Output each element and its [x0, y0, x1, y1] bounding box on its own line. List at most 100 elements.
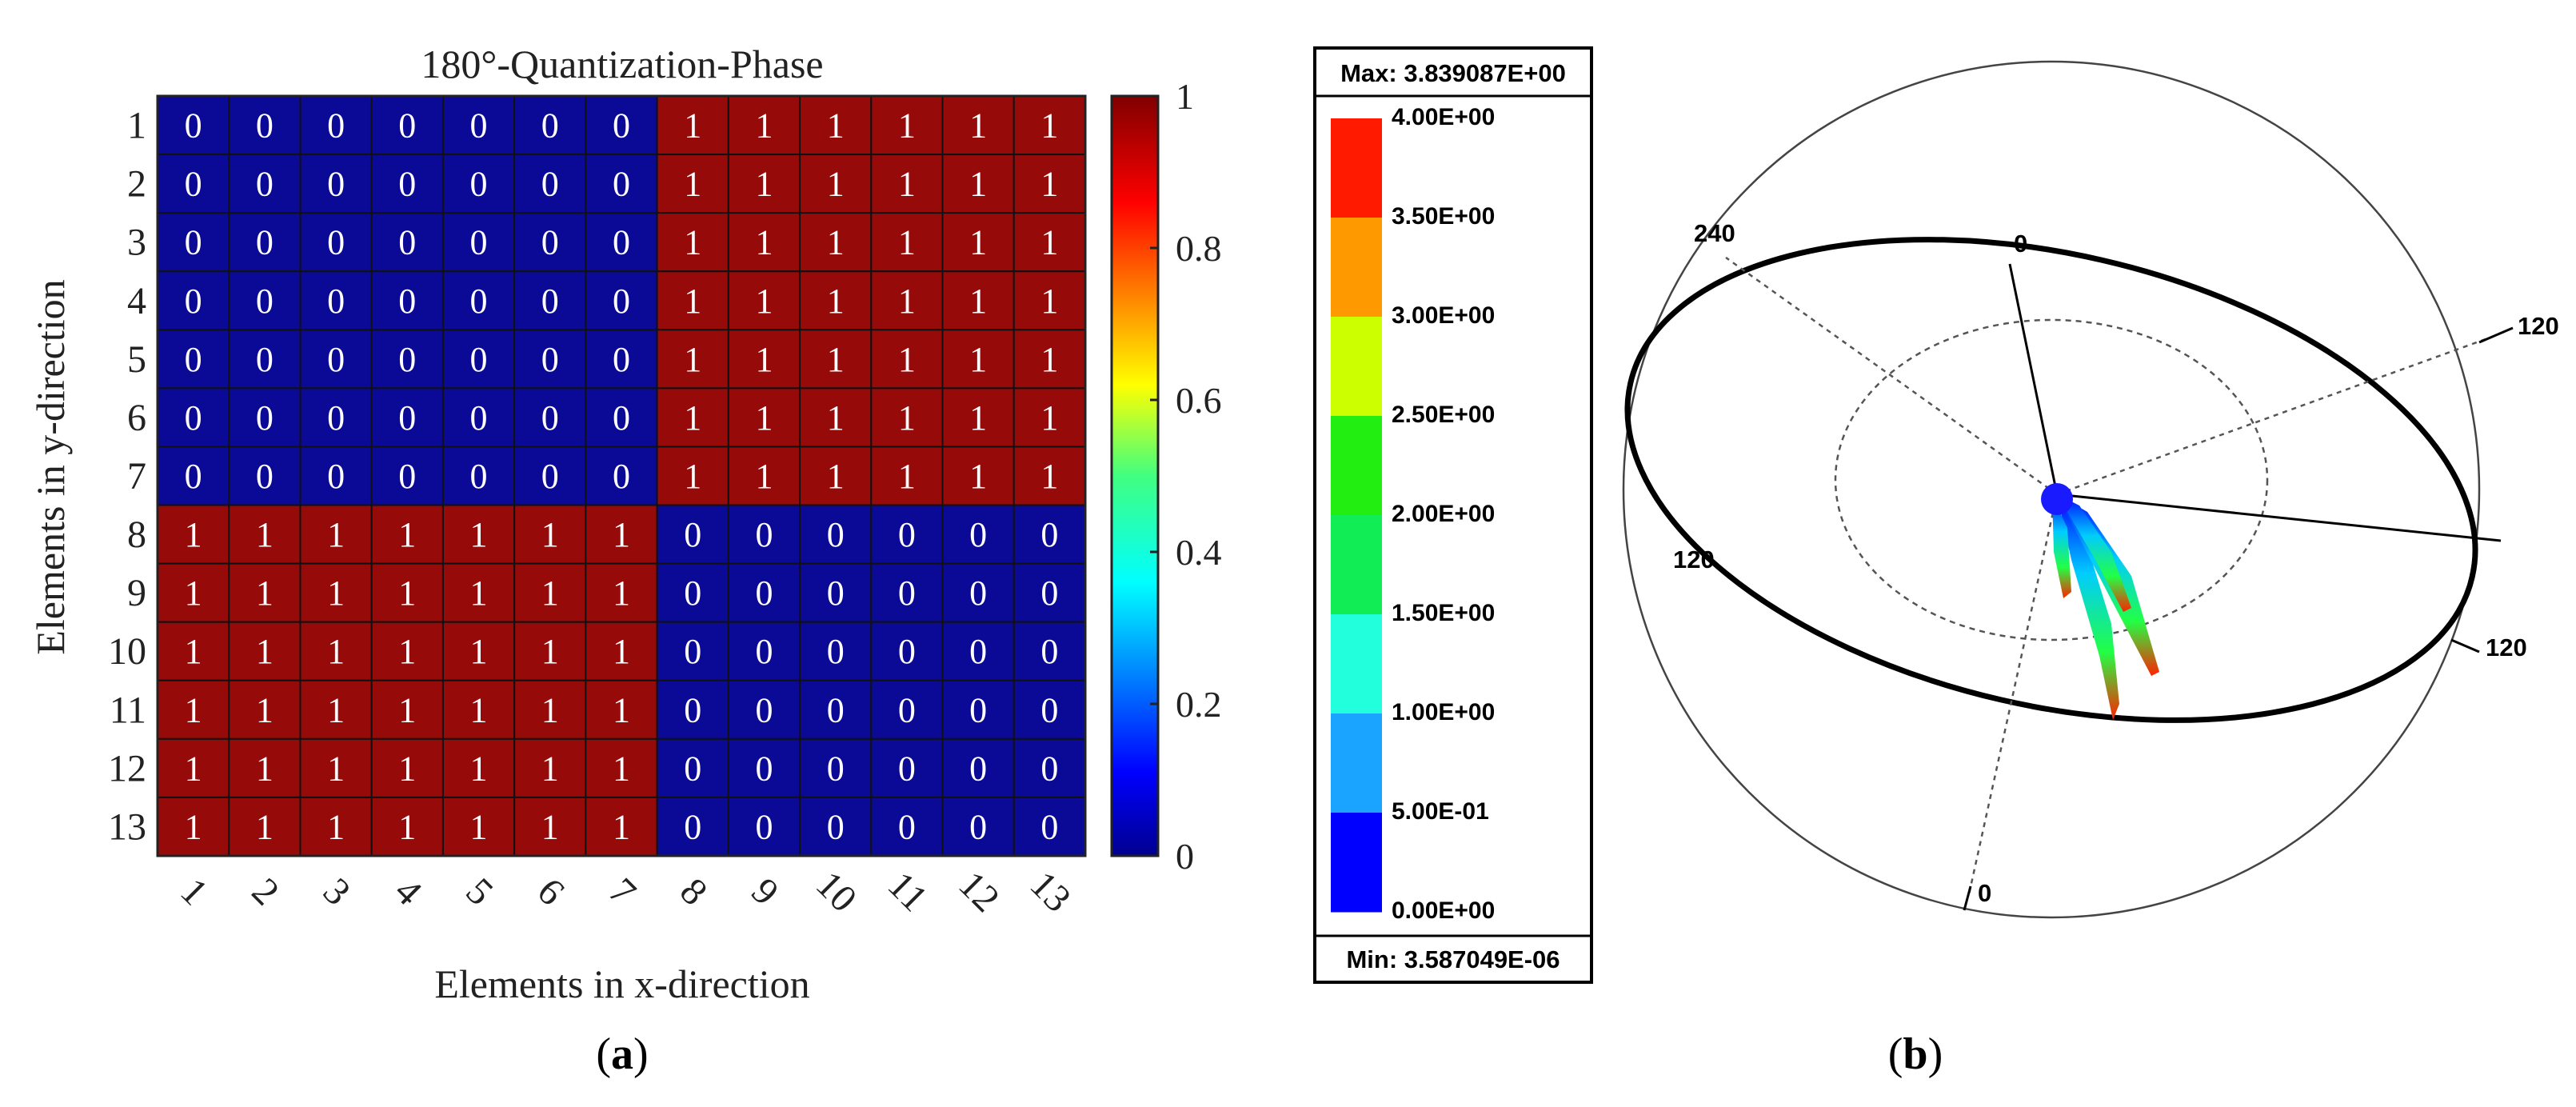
- heatmap-cell-label: 0: [256, 282, 274, 321]
- heatmap-cell: [299, 212, 373, 273]
- heatmap-cell-label: 1: [827, 282, 845, 321]
- heatmap-cell-label: 0: [613, 106, 630, 146]
- x-tick-label: 9: [743, 870, 786, 913]
- heatmap-cell: [727, 446, 801, 506]
- heatmap-cell-label: 1: [398, 632, 416, 671]
- heatmap-cell-label: 0: [898, 749, 916, 788]
- heatmap-cell-label: 0: [398, 282, 416, 321]
- axis-line-up: [2008, 263, 2059, 495]
- heatmap-cell-label: 0: [827, 807, 845, 846]
- heatmap-cell: [870, 387, 944, 448]
- value-legend: Max: 3.839087E+00 Min: 3.587049E-06 4.00…: [1313, 46, 1593, 984]
- heatmap-cell-label: 1: [185, 573, 202, 613]
- outer-sphere: [1622, 60, 2481, 919]
- heatmap-cell-label: 0: [684, 515, 701, 554]
- y-axis-label: Elements in y-direction: [28, 279, 73, 654]
- x-tick-labels: 1 2 3 4 5 6 7 8 9 10 11 12 13: [172, 863, 1079, 920]
- heatmap-cell-label: 1: [256, 807, 274, 846]
- heatmap-cell-label: 0: [827, 690, 845, 729]
- heatmap-cell: [941, 504, 1015, 565]
- heatmap-cell-label: 1: [470, 573, 488, 613]
- heatmap-cell-label: 1: [541, 807, 559, 846]
- legend-level-label: 5.00E-01: [1392, 798, 1489, 825]
- heatmap-cell-label: 0: [185, 282, 202, 321]
- heatmap-cell-label: 0: [969, 807, 987, 846]
- heatmap-cell: [513, 562, 587, 623]
- legend-level-label: 3.00E+00: [1392, 302, 1495, 329]
- heatmap-cell-label: 1: [613, 573, 630, 613]
- heatmap-cell-label: 1: [185, 515, 202, 554]
- heatmap-cell: [228, 621, 302, 681]
- heatmap-frame: [156, 94, 1087, 857]
- heatmap-cell: [441, 387, 516, 448]
- heatmap-cell-label: 0: [541, 223, 559, 262]
- heatmap-cell-label: 1: [1040, 165, 1058, 204]
- heatmap-cell-label: 1: [327, 573, 345, 613]
- heatmap-cell-label: 1: [684, 457, 701, 496]
- legend-band: [1331, 614, 1382, 714]
- heatmap-cell-label: 1: [470, 632, 488, 671]
- heatmap-cell-label: 1: [684, 398, 701, 438]
- heatmap-cell-label: 0: [398, 106, 416, 146]
- heatmap-cell-label: 0: [256, 223, 274, 262]
- legend-min-label: Min: 3.587049E-06: [1346, 945, 1560, 973]
- heatmap-cell-label: 1: [969, 223, 987, 262]
- x-tick-label: 12: [951, 863, 1008, 920]
- legend-level-label: 2.00E+00: [1392, 501, 1495, 527]
- heatmap-cell-label: 1: [541, 690, 559, 729]
- tick-mark-120-right: [2478, 326, 2514, 344]
- legend-level-label: 1.50E+00: [1392, 600, 1495, 626]
- y-tick-label: 8: [127, 514, 146, 556]
- legend-max-label: Max: 3.839087E+00: [1340, 59, 1566, 87]
- heatmap-cell: [157, 446, 230, 506]
- heatmap-cell-label: 1: [541, 749, 559, 788]
- heatmap-cell-label: 0: [898, 807, 916, 846]
- heatmap-cell: [370, 679, 444, 740]
- x-tick-label: 7: [601, 870, 644, 913]
- heatmap-cell-label: 0: [755, 749, 773, 788]
- inner-dashed-ring: [1834, 318, 2269, 641]
- heatmap-cell-label: 0: [327, 340, 345, 379]
- heatmap-cell-label: 1: [684, 223, 701, 262]
- heatmap-cell-label: 1: [755, 340, 773, 379]
- heatmap-cell: [656, 562, 729, 623]
- heatmap-cell: [870, 270, 944, 331]
- heatmap-cell-label: 0: [1040, 632, 1058, 671]
- heatmap-cell-label: 0: [613, 398, 630, 438]
- heatmap-cell-label: 0: [898, 515, 916, 554]
- heatmap-cell: [799, 621, 873, 681]
- heatmap-cell: [441, 212, 516, 273]
- main-beam-lobe: [2057, 494, 2119, 720]
- heatmap-cell-label: 1: [185, 749, 202, 788]
- heatmap-cell-label: 1: [1040, 398, 1058, 438]
- heatmap-cell: [1012, 737, 1087, 798]
- legend-level-labels: 4.00E+00 3.50E+00 3.00E+00 2.50E+00 2.00E+00…: [1392, 104, 1495, 924]
- heatmap-cell: [941, 270, 1015, 331]
- heatmap-cell-label: 0: [684, 573, 701, 613]
- heatmap-cell-label: 0: [684, 632, 701, 671]
- heatmap-cell-label: 0: [256, 398, 274, 438]
- heatmap-cell-label: 1: [327, 632, 345, 671]
- heatmap-cell-label: 1: [1040, 457, 1058, 496]
- heatmap-cell-label: 0: [185, 165, 202, 204]
- heatmap-cell-label: 0: [398, 398, 416, 438]
- legend-level-label: 1.00E+00: [1392, 699, 1495, 725]
- heatmap-cell-label: 1: [327, 690, 345, 729]
- heatmap-cell: [513, 154, 587, 214]
- heatmap-cell: [228, 212, 302, 273]
- heatmap-cell-label: 0: [185, 223, 202, 262]
- heatmap-cell-label: 0: [541, 457, 559, 496]
- heatmap-cell-label: 0: [256, 457, 274, 496]
- heatmap-cell-label: 0: [541, 340, 559, 379]
- y-tick-label: 7: [127, 455, 146, 498]
- heatmap-cell-label: 1: [541, 573, 559, 613]
- heatmap-cell-label: 0: [256, 106, 274, 146]
- heatmap-cell-label: 0: [684, 749, 701, 788]
- heatmap-cell: [870, 212, 944, 273]
- heatmap-cell-label: 1: [684, 165, 701, 204]
- sphere-label-240: 240: [1694, 219, 1735, 247]
- heatmap-cell: [228, 95, 302, 156]
- heatmap-cell-label: 1: [969, 106, 987, 146]
- heatmap-cell: [585, 270, 658, 331]
- heatmap-cell-label: 1: [898, 282, 916, 321]
